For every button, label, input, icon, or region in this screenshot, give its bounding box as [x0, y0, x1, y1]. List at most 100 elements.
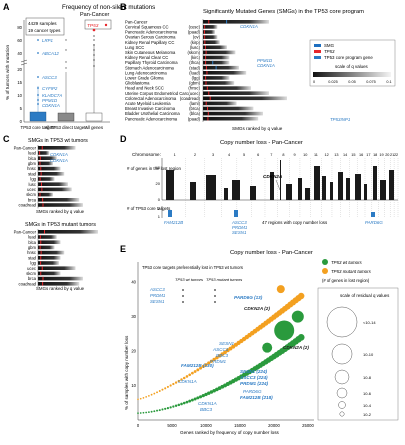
c-bar	[38, 245, 55, 250]
c-row-label: gbm	[28, 161, 37, 166]
chromosome-tick: 14	[343, 153, 347, 157]
e-point-mut	[148, 394, 150, 397]
legend-wt-dot	[322, 259, 328, 265]
e-point-mut	[177, 379, 180, 383]
d-ylabel-bottom: # of TP53 core targets	[127, 206, 171, 211]
svg-text:0.1: 0.1	[386, 80, 391, 84]
e-ytick: 40	[131, 280, 136, 285]
svg-text:CDKN2A (2): CDKN2A (2)	[283, 345, 309, 350]
chromosome-tick: 2	[194, 153, 196, 157]
e-series	[137, 285, 305, 414]
legend-note: (# of genes in lost region)	[322, 278, 370, 283]
b-tp53-mark	[204, 25, 206, 29]
c-tp53-mark	[41, 182, 42, 186]
d-core-gene-labels: FAM212B ASCC3 PRDM1 SESN1 PARD6G	[164, 220, 383, 235]
svg-text:0: 0	[158, 197, 161, 202]
c-tp53-mark	[40, 261, 42, 265]
c-bar	[38, 250, 65, 255]
b-cancer-code: (brca)	[189, 106, 201, 111]
c-row-label: Pan-Cancer	[14, 145, 37, 150]
d-bars	[166, 158, 399, 218]
b-tp53-mark	[208, 91, 210, 95]
e-point-mut	[204, 363, 208, 367]
b-cancer-name: Ovarian Serous Carcinoma	[125, 35, 176, 40]
c-tp53-mark	[44, 230, 45, 234]
c-bar	[38, 182, 68, 186]
d-bar	[346, 178, 350, 200]
legend-tp53-swatch	[314, 50, 321, 53]
svg-text:BBC3: BBC3	[216, 353, 228, 358]
c-row-label: hnsc	[27, 166, 36, 171]
d-bar	[330, 182, 333, 200]
panel-a-letter: A	[3, 2, 10, 12]
e-point-mut	[145, 396, 148, 398]
e-point-mut	[193, 370, 197, 373]
b-bar	[203, 40, 220, 44]
c-tp53-mark	[39, 192, 41, 197]
d-bar	[305, 188, 310, 200]
d-bar	[338, 172, 343, 200]
c-row-label: lgg	[30, 177, 36, 182]
c-row-label: stad	[28, 171, 37, 176]
chromosome-tick: 5	[243, 153, 245, 157]
panel-a-title: Frequency of non-silent mutations	[62, 4, 155, 11]
d-core-bar-pard6g	[371, 212, 375, 217]
c-bar	[38, 151, 50, 155]
e-scale-circles	[326, 306, 358, 417]
d-bar	[280, 160, 281, 200]
svg-text:0: 0	[313, 80, 315, 84]
svg-text:SESN1: SESN1	[232, 230, 247, 235]
d-bar	[232, 180, 240, 200]
e-point-wt	[174, 404, 178, 407]
boxplot-core-targets	[29, 111, 47, 122]
panel-d: D Copy number loss - Pan-Cancer Chromoso…	[120, 134, 398, 235]
c-row-label: skcm	[26, 271, 36, 276]
core-target-outliers	[37, 39, 39, 105]
c-row-label: coadread	[19, 281, 37, 286]
chromosome-tick: 21	[390, 153, 394, 157]
d-bar	[355, 174, 361, 200]
c-row-label: luad	[28, 235, 37, 240]
e-point-mut	[209, 359, 214, 363]
b-gene-tp53inp1: TP53INP1	[330, 117, 351, 122]
legend-q-gradient	[313, 72, 391, 77]
b-tp53-mark	[204, 40, 206, 44]
c-bar	[38, 146, 76, 150]
c-bar	[38, 276, 83, 281]
panel-c-mut-labels: Pan-Cancerluadblcagbmhnscstadlggucecskcm…	[14, 229, 37, 286]
e-xlabel: Genes ranked by frequency of copy number…	[180, 430, 280, 435]
d-cdkn2a-arrow	[275, 179, 281, 191]
d-bar	[286, 184, 292, 200]
d-bar	[298, 178, 302, 200]
e-legend-col-mut: TP53 mutant tumors	[206, 277, 242, 282]
gene-abca12: ABCA12	[41, 51, 59, 56]
e-point-wt	[297, 333, 305, 341]
e-point-wt	[188, 399, 192, 403]
legend-scale-title: scale of q values	[335, 64, 369, 69]
chromosome-tick: 9	[294, 153, 296, 157]
b-tp53-mark	[207, 111, 209, 116]
c-bar	[38, 187, 72, 192]
e-point-mut	[212, 357, 216, 362]
e-yticks: 10 20 30 40	[131, 280, 136, 388]
c-row-label: lgg	[30, 261, 36, 266]
e-point-mut	[142, 397, 145, 399]
e-scale-title: scale of residual q values	[340, 293, 390, 298]
e-legend-title: TP53 core targets preferentially lost in…	[142, 265, 243, 270]
chromosome-tick: 7	[270, 153, 272, 157]
chromosome-tick: 11	[314, 153, 318, 157]
b-bar	[203, 111, 263, 116]
gene-klhdc7a: KLHDC7A	[42, 93, 62, 98]
d-bar	[380, 180, 386, 200]
legend-mut-dot	[322, 268, 328, 274]
xlabel-core: TP53 core targets	[21, 125, 57, 130]
e-point-wt	[204, 392, 208, 397]
e-point-mut	[188, 373, 192, 377]
svg-text:2: 2	[158, 206, 161, 211]
e-point-wt	[153, 410, 156, 413]
ytick: 0	[20, 119, 23, 124]
panel-c-wt-bars	[37, 145, 83, 209]
b-bar	[203, 76, 230, 80]
